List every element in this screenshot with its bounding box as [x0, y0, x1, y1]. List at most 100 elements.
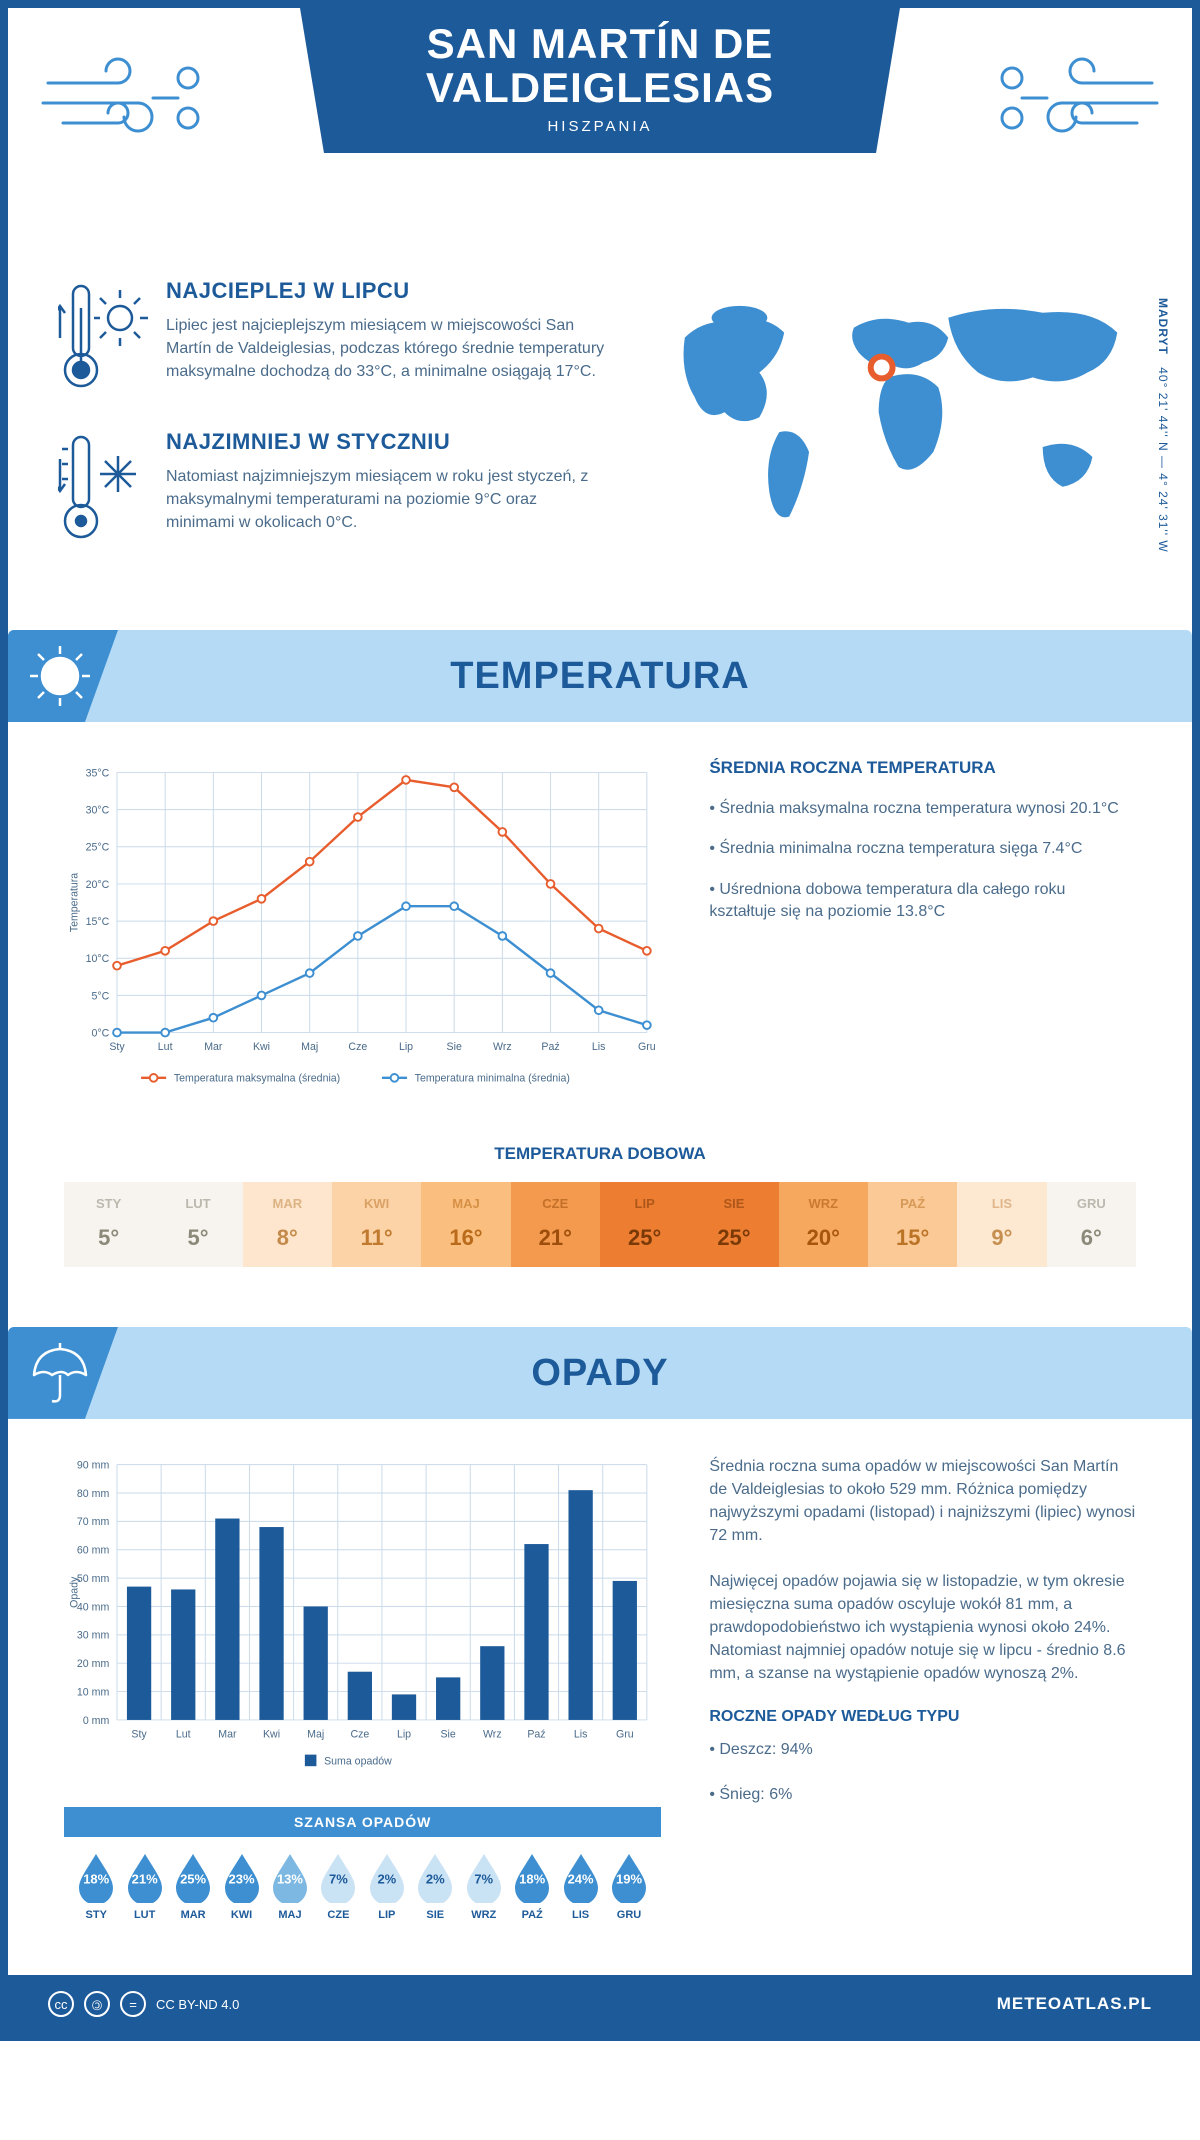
svg-text:Lip: Lip	[397, 1728, 411, 1740]
temp-value: 6°	[1051, 1225, 1132, 1251]
month-label: GRU	[605, 1909, 653, 1921]
month-label: KWI	[217, 1909, 265, 1921]
svg-text:Wrz: Wrz	[483, 1728, 502, 1740]
annual-b2: • Średnia minimalna roczna temperatura s…	[709, 838, 1136, 860]
chance-cell: 18% STY	[72, 1851, 120, 1921]
svg-text:Lis: Lis	[592, 1041, 606, 1053]
daily-temp-cell: MAJ16°	[421, 1182, 510, 1267]
raindrop-icon: 25%	[172, 1851, 214, 1903]
chance-cell: 24% LIS	[556, 1851, 604, 1921]
daily-temp-cell: SIE25°	[689, 1182, 778, 1267]
svg-text:Maj: Maj	[301, 1041, 318, 1053]
warmest-title: NAJCIEPLEJ W LIPCU	[166, 278, 605, 304]
svg-text:Temperatura minimalna (średnia: Temperatura minimalna (średnia)	[415, 1073, 570, 1085]
temperature-banner: TEMPERATURA	[8, 630, 1192, 722]
chance-title: SZANSA OPADÓW	[64, 1807, 661, 1837]
month-label: STY	[68, 1196, 149, 1211]
month-label: LIS	[556, 1909, 604, 1921]
daily-temp-grid: STY5°LUT5°MAR8°KWI11°MAJ16°CZE21°LIP25°S…	[64, 1182, 1136, 1267]
svg-text:Mar: Mar	[204, 1041, 223, 1053]
svg-text:Suma opadów: Suma opadów	[324, 1755, 392, 1767]
chance-value: 2%	[377, 1872, 396, 1887]
svg-text:Lut: Lut	[158, 1041, 173, 1053]
svg-text:Paź: Paź	[541, 1041, 559, 1053]
warmest-text: Lipiec jest najcieplejszym miesiącem w m…	[166, 314, 605, 384]
month-label: CZE	[314, 1909, 362, 1921]
month-label: LIS	[961, 1196, 1042, 1211]
annual-title: ŚREDNIA ROCZNA TEMPERATURA	[709, 758, 1136, 778]
svg-text:Lut: Lut	[176, 1728, 191, 1740]
cc-icon: cc	[48, 1991, 74, 2017]
svg-text:Sty: Sty	[131, 1728, 147, 1740]
month-label: SIE	[693, 1196, 774, 1211]
daily-temp-cell: MAR8°	[243, 1182, 332, 1267]
raindrop-icon: 2%	[366, 1851, 408, 1903]
svg-text:20 mm: 20 mm	[77, 1658, 110, 1670]
precip-section: 0 mm10 mm20 mm30 mm40 mm50 mm60 mm70 mm8…	[8, 1419, 1192, 1956]
temp-value: 5°	[68, 1225, 149, 1251]
svg-text:Kwi: Kwi	[253, 1041, 270, 1053]
month-label: PAŹ	[508, 1909, 556, 1921]
chance-cell: 19% GRU	[605, 1851, 653, 1921]
coldest-block: NAJZIMNIEJ W STYCZNIU Natomiast najzimni…	[58, 429, 605, 554]
precip-left: 0 mm10 mm20 mm30 mm40 mm50 mm60 mm70 mm8…	[64, 1455, 661, 1932]
temp-value: 11°	[336, 1225, 417, 1251]
coordinates: MADRYT 40° 21' 44'' N — 4° 24' 31'' W	[1156, 298, 1170, 553]
thermometer-snow-icon	[58, 429, 148, 554]
chance-value: 7%	[329, 1872, 348, 1887]
footer-site: METEOATLAS.PL	[997, 1994, 1152, 2014]
precip-title: OPADY	[8, 1327, 1192, 1419]
svg-text:20°C: 20°C	[86, 879, 110, 891]
coldest-text: Natomiast najzimniejszym miesiącem w rok…	[166, 465, 605, 535]
page-title: SAN MARTÍN DE VALDEIGLESIAS	[320, 22, 880, 110]
coords-value: 40° 21' 44'' N — 4° 24' 31'' W	[1156, 367, 1170, 552]
temp-value: 16°	[425, 1225, 506, 1251]
svg-text:15°C: 15°C	[86, 916, 110, 928]
svg-text:25°C: 25°C	[86, 842, 110, 854]
month-label: LUT	[120, 1909, 168, 1921]
precip-p1: Średnia roczna suma opadów w miejscowośc…	[709, 1455, 1136, 1548]
by-icon: 🄯	[84, 1991, 110, 2017]
raindrop-icon: 13%	[269, 1851, 311, 1903]
precip-p2: Najwięcej opadów pojawia się w listopadz…	[709, 1570, 1136, 1686]
title-banner: SAN MARTÍN DE VALDEIGLESIAS HISZPANIA	[300, 8, 900, 153]
footer-license: cc 🄯 = CC BY-ND 4.0	[48, 1991, 239, 2017]
temperature-section: 0°C5°C10°C15°C20°C25°C30°C35°CStyLutMarK…	[8, 722, 1192, 1134]
temp-value: 20°	[783, 1225, 864, 1251]
precip-chart: 0 mm10 mm20 mm30 mm40 mm50 mm60 mm70 mm8…	[64, 1455, 661, 1783]
temp-value: 15°	[872, 1225, 953, 1251]
country-subtitle: HISZPANIA	[320, 118, 880, 135]
month-label: LIP	[604, 1196, 685, 1211]
chance-cell: 7% CZE	[314, 1851, 362, 1921]
svg-text:80 mm: 80 mm	[77, 1488, 110, 1500]
page: SAN MARTÍN DE VALDEIGLESIAS HISZPANIA	[0, 0, 1200, 2041]
chance-value: 13%	[277, 1872, 303, 1887]
temperature-chart: 0°C5°C10°C15°C20°C25°C30°C35°CStyLutMarK…	[64, 758, 661, 1110]
svg-text:Kwi: Kwi	[263, 1728, 280, 1740]
precip-type1: • Deszcz: 94%	[709, 1738, 1136, 1761]
wind-icon	[38, 48, 218, 148]
svg-text:90 mm: 90 mm	[77, 1459, 110, 1471]
daily-temp-cell: KWI11°	[332, 1182, 421, 1267]
daily-temp-cell: LUT5°	[153, 1182, 242, 1267]
temp-value: 21°	[515, 1225, 596, 1251]
svg-text:Wrz: Wrz	[493, 1041, 512, 1053]
chance-value: 18%	[83, 1872, 109, 1887]
chance-value: 2%	[426, 1872, 445, 1887]
daily-temp-cell: STY 5°	[64, 1182, 153, 1267]
month-label: GRU	[1051, 1196, 1132, 1211]
svg-text:Gru: Gru	[638, 1041, 656, 1053]
header: SAN MARTÍN DE VALDEIGLESIAS HISZPANIA	[8, 8, 1192, 258]
chance-cell: 7% WRZ	[460, 1851, 508, 1921]
chance-cell: 2% LIP	[363, 1851, 411, 1921]
precip-text: Średnia roczna suma opadów w miejscowośc…	[709, 1455, 1136, 1932]
thermometer-sun-icon	[58, 278, 148, 403]
raindrop-icon: 18%	[511, 1851, 553, 1903]
chance-cell: 25% MAR	[169, 1851, 217, 1921]
warmest-block: NAJCIEPLEJ W LIPCU Lipiec jest najcieple…	[58, 278, 605, 403]
month-label: LUT	[157, 1196, 238, 1211]
chance-value: 23%	[229, 1872, 255, 1887]
svg-text:0 mm: 0 mm	[83, 1715, 110, 1727]
nd-icon: =	[120, 1991, 146, 2017]
region-name: MADRYT	[1156, 298, 1170, 355]
